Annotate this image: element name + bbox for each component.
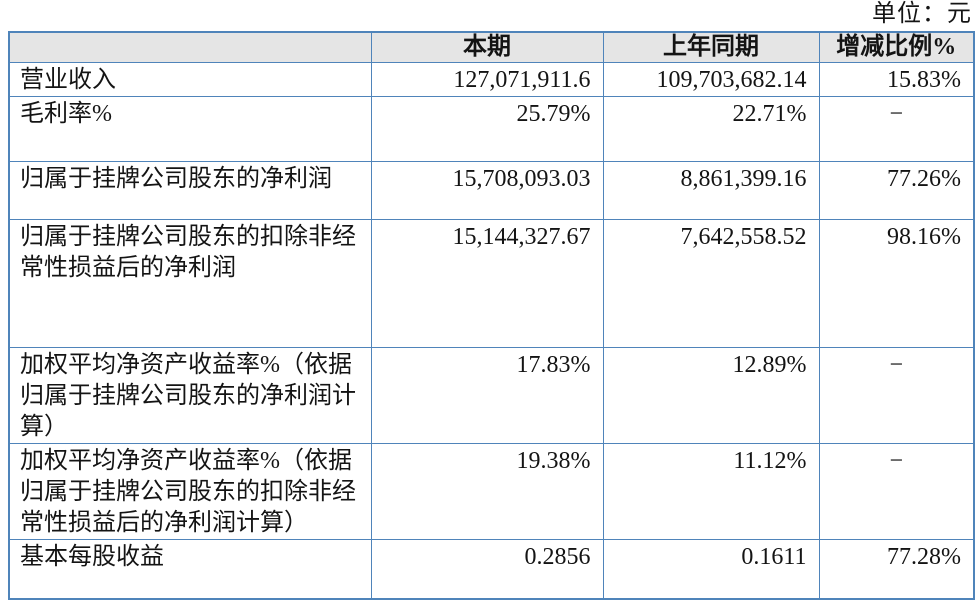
prior-period-cell: 0.1611 [602, 538, 820, 600]
row-label-cell: 加权平均净资产收益率%（依据归属于挂牌公司股东的净利润计算） [8, 346, 372, 444]
prior-period-cell: 109,703,682.14 [602, 61, 820, 97]
header-change-ratio: 增减比例% [818, 31, 975, 63]
table-row: 加权平均净资产收益率%（依据归属于挂牌公司股东的扣除非经常性损益后的净利润计算）… [8, 442, 975, 540]
row-label-cell: 营业收入 [8, 61, 372, 97]
unit-label: 单位：元 [872, 1, 972, 27]
header-current-period: 本期 [370, 31, 604, 63]
row-label-cell: 加权平均净资产收益率%（依据归属于挂牌公司股东的扣除非经常性损益后的净利润计算） [8, 442, 372, 540]
table-header-row: 本期 上年同期 增减比例% [8, 31, 975, 63]
change-ratio-cell: 77.28% [818, 538, 975, 600]
financial-summary-table: 本期 上年同期 增减比例% 营业收入 127,071,911.6 109,703,6… [8, 31, 975, 600]
current-period-cell: 0.2856 [370, 538, 604, 600]
table-row: 归属于挂牌公司股东的净利润 15,708,093.03 8,861,399.16 77… [8, 160, 975, 220]
prior-period-cell: 12.89% [602, 346, 820, 444]
current-period-cell: 15,708,093.03 [370, 160, 604, 220]
change-ratio-cell: − [818, 95, 975, 162]
current-period-cell: 17.83% [370, 346, 604, 444]
table-row: 毛利率% 25.79% 22.71% − [8, 95, 975, 162]
change-ratio-cell: − [818, 346, 975, 444]
change-ratio-cell: − [818, 442, 975, 540]
row-label-cell: 基本每股收益 [8, 538, 372, 600]
change-ratio-cell: 98.16% [818, 218, 975, 348]
header-prior-period: 上年同期 [602, 31, 820, 63]
prior-period-cell: 8,861,399.16 [602, 160, 820, 220]
prior-period-cell: 11.12% [602, 442, 820, 540]
table-row: 基本每股收益 0.2856 0.1611 77.28% [8, 538, 975, 600]
table-row: 归属于挂牌公司股东的扣除非经常性损益后的净利润 15,144,327.67 7,64… [8, 218, 975, 348]
row-label-cell: 归属于挂牌公司股东的净利润 [8, 160, 372, 220]
current-period-cell: 15,144,327.67 [370, 218, 604, 348]
prior-period-cell: 7,642,558.52 [602, 218, 820, 348]
row-label-cell: 毛利率% [8, 95, 372, 162]
current-period-cell: 19.38% [370, 442, 604, 540]
table-body: 营业收入 127,071,911.6 109,703,682.14 15.83% 毛利率… [8, 61, 975, 600]
row-label-cell: 归属于挂牌公司股东的扣除非经常性损益后的净利润 [8, 218, 372, 348]
change-ratio-cell: 77.26% [818, 160, 975, 220]
current-period-cell: 25.79% [370, 95, 604, 162]
header-blank-cell [8, 31, 372, 63]
table-row: 加权平均净资产收益率%（依据归属于挂牌公司股东的净利润计算） 17.83% 12.8… [8, 346, 975, 444]
prior-period-cell: 22.71% [602, 95, 820, 162]
current-period-cell: 127,071,911.6 [370, 61, 604, 97]
table-row: 营业收入 127,071,911.6 109,703,682.14 15.83% [8, 61, 975, 97]
change-ratio-cell: 15.83% [818, 61, 975, 97]
